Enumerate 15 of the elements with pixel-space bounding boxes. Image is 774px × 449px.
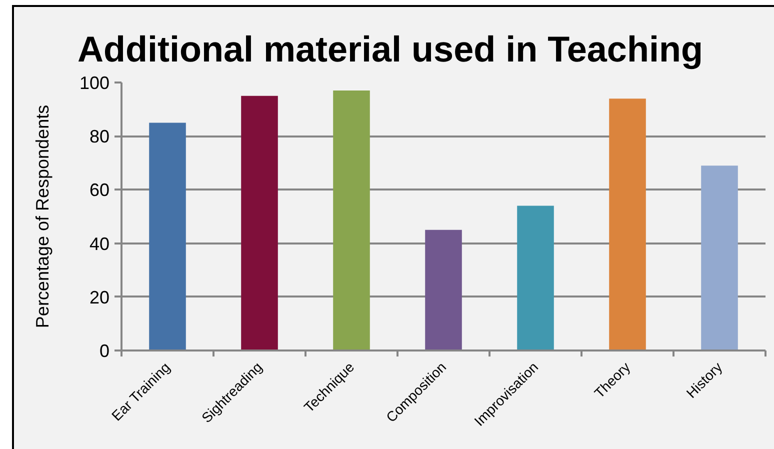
- bar: [609, 98, 646, 350]
- bar: [701, 166, 738, 350]
- bar: [517, 206, 554, 350]
- y-tick-label: 40: [89, 234, 110, 254]
- bar: [241, 96, 278, 350]
- y-tick-label: 80: [89, 126, 110, 147]
- y-tick-label: 20: [89, 287, 110, 308]
- y-tick-label: 100: [79, 73, 110, 93]
- bar: [333, 90, 370, 350]
- y-axis-title: Percentage of Respondents: [32, 104, 52, 328]
- bar: [425, 230, 462, 350]
- y-tick-label: 60: [89, 180, 110, 200]
- y-tick-label: 0: [99, 341, 110, 361]
- chart-title: Additional material used in Teaching: [78, 28, 703, 70]
- bar: [149, 122, 186, 350]
